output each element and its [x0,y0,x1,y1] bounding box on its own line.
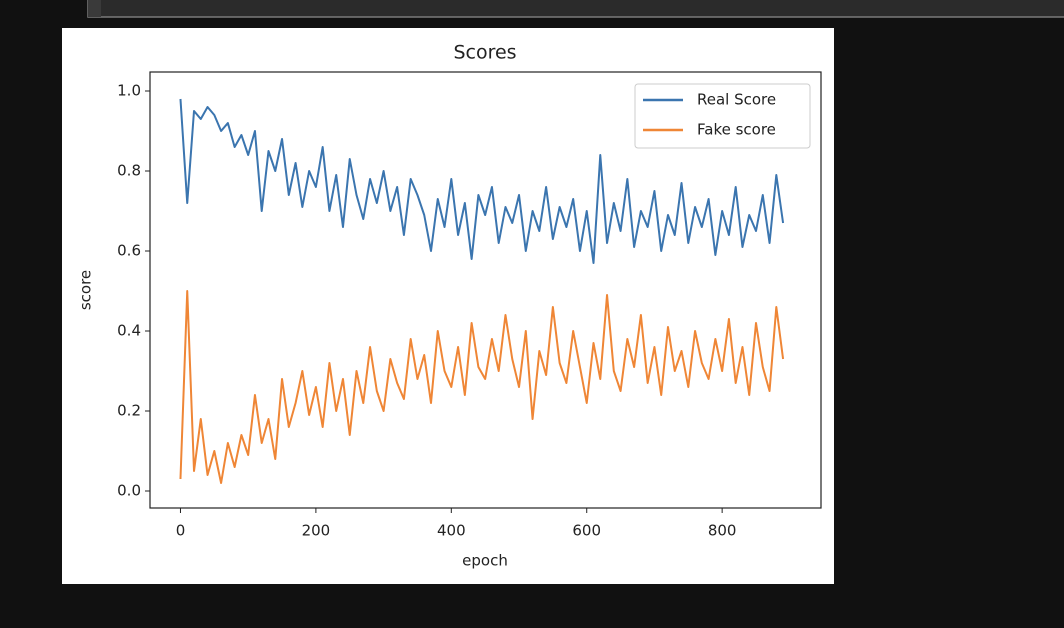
input-bar [87,0,1064,18]
line-series [179,290,785,484]
legend-label: Real Score [697,91,776,109]
x-tick-label: 800 [708,522,737,540]
y-tick-label: 0.0 [117,482,141,500]
x-tick-label: 600 [572,522,601,540]
plot-frame [149,71,822,509]
y-tick-label: 0.2 [117,402,141,420]
y-tick-label: 1.0 [117,82,141,100]
input-gutter [88,0,101,17]
x-tick-label: 0 [176,522,186,540]
y-tick-label: 0.6 [117,242,141,260]
line-series [179,98,785,264]
chart-title: Scores [453,42,516,64]
y-axis-label: score [77,270,95,310]
x-axis-label: epoch [462,552,508,570]
y-tick-label: 0.8 [117,162,141,180]
y-tick-label: 0.4 [117,322,141,340]
x-tick-label: 200 [302,522,331,540]
x-tick-label: 400 [437,522,466,540]
legend-label: Fake score [697,121,776,139]
